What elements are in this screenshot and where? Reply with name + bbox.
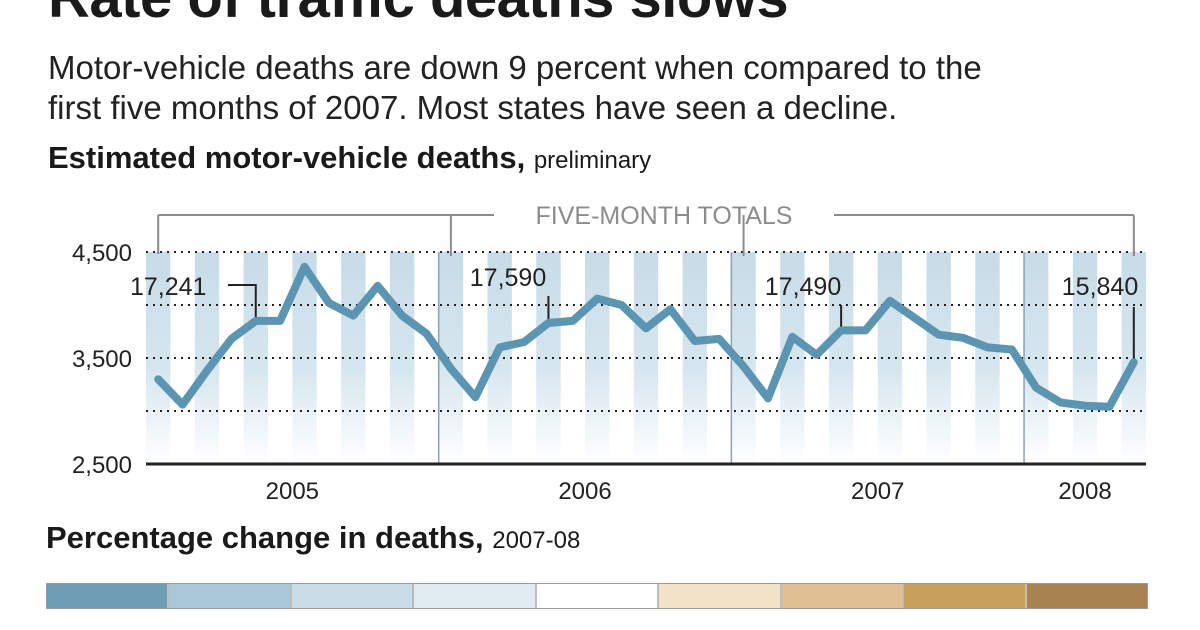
data-point [937, 333, 941, 337]
color-scale-swatch [414, 584, 537, 608]
data-point [376, 284, 380, 288]
data-point [693, 339, 697, 343]
scale-heading-sub: 2007-08 [492, 527, 581, 554]
x-year-label: 2005 [266, 478, 319, 505]
data-point [620, 303, 624, 307]
color-scale-swatch [781, 584, 905, 608]
data-point [790, 335, 794, 339]
data-point [424, 332, 428, 336]
data-point [717, 337, 721, 341]
data-point [546, 321, 550, 325]
color-scale-swatch [169, 584, 292, 608]
color-scale-legend [46, 583, 1148, 609]
bracket-heading: FIVE-MONTH TOTALS [536, 202, 793, 230]
annotation-leader [228, 284, 257, 318]
month-stripe [341, 252, 366, 464]
x-year-label: 2006 [558, 478, 611, 505]
color-scale-swatch [47, 584, 170, 608]
intro-line-1: Motor-vehicle deaths are down 9 percent … [48, 49, 982, 86]
chart-heading-main: Estimated motor-vehicle deaths, [48, 140, 526, 175]
gridlines [146, 251, 1146, 412]
data-point [498, 345, 502, 349]
intro-line-2: first five months of 2007. Most states h… [48, 89, 898, 126]
annotation-label: 17,241 [130, 273, 206, 301]
data-point [522, 340, 526, 344]
color-scale-swatch [904, 584, 1027, 608]
color-scale-swatch [291, 584, 415, 608]
data-point [961, 336, 965, 340]
data-point [156, 377, 160, 381]
data-point [351, 314, 355, 318]
data-point [1059, 401, 1063, 405]
data-point [571, 319, 575, 323]
data-point [644, 326, 648, 330]
data-point [254, 319, 258, 323]
month-stripe [389, 252, 415, 464]
month-stripes [146, 252, 1146, 464]
data-point [327, 301, 331, 305]
month-stripe [585, 252, 610, 464]
data-point [229, 337, 233, 341]
chart-heading: Estimated motor-vehicle deaths, prelimin… [48, 140, 651, 176]
chart-heading-sub: preliminary [533, 147, 652, 174]
annotation-leaders [228, 284, 1135, 360]
data-point [668, 307, 672, 311]
data-point [1107, 405, 1111, 409]
data-point [1034, 386, 1038, 390]
annotation-label: 15,840 [1062, 273, 1138, 301]
data-point [985, 345, 989, 349]
x-year-label: 2007 [851, 478, 904, 505]
x-year-label: 2008 [1058, 478, 1111, 505]
y-tick-label: 2,500 [72, 452, 132, 479]
data-point [473, 395, 477, 399]
color-scale-swatch [1026, 584, 1147, 608]
data-point [400, 314, 404, 318]
data-point [181, 403, 185, 407]
scale-heading: Percentage change in deaths, 2007-08 [46, 520, 580, 556]
data-point [595, 297, 599, 301]
data-point [864, 328, 868, 332]
annotation-label: 17,490 [765, 273, 841, 301]
annotation-label: 17,590 [470, 264, 546, 292]
data-point [278, 319, 282, 323]
month-stripe [536, 252, 561, 464]
chart-labels: 4,500 3,500 2,500 2005 2006 2007 2008 FIVE-MONT… [72, 202, 1138, 505]
y-tick-label: 4,500 [72, 240, 132, 267]
data-point [1083, 404, 1087, 408]
data-point [888, 299, 892, 303]
data-point [839, 328, 843, 332]
month-stripe [146, 252, 171, 464]
data-point [449, 367, 453, 371]
data-point [766, 396, 770, 400]
data-point [1132, 360, 1136, 364]
data-point [303, 265, 307, 269]
scale-heading-main: Percentage change in deaths, [46, 520, 484, 555]
line-chart: 4,500 3,500 2,500 2005 2006 2007 2008 FIVE-MONT… [72, 202, 1146, 505]
data-point [815, 353, 819, 357]
data-point [1010, 348, 1014, 352]
color-scale-swatch [659, 584, 782, 608]
data-point [205, 369, 209, 373]
series-line [154, 262, 1138, 411]
month-stripe [243, 252, 268, 464]
five-month-bracket [157, 214, 1135, 256]
y-tick-label: 3,500 [72, 346, 132, 373]
data-point [912, 316, 916, 320]
chart-title: Rate of traffic deaths slows [48, 0, 789, 31]
color-scale-swatch [536, 584, 660, 608]
data-point [742, 364, 746, 368]
